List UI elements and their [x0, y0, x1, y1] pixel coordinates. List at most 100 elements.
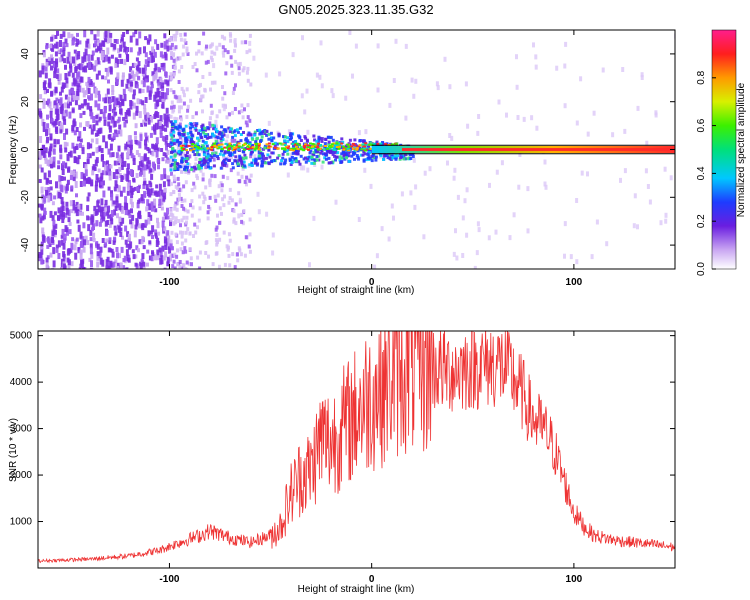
- noise-dot: [68, 152, 71, 156]
- band-dot: [317, 154, 321, 158]
- noise-dot: [74, 100, 78, 106]
- noise-dot: [98, 145, 102, 152]
- noise-dot: [144, 122, 147, 127]
- noise-dot: [64, 147, 68, 153]
- noise-dot: [61, 219, 65, 223]
- noise-dot: [132, 177, 136, 182]
- noise-dot: [90, 54, 94, 61]
- noise-dot: [49, 180, 52, 185]
- noise-dot: [77, 51, 81, 56]
- noise-dot: [74, 181, 78, 188]
- band-dot: [197, 147, 201, 150]
- noise-dot: [181, 263, 185, 268]
- noise-dot: [50, 36, 54, 42]
- noise-dot: [118, 253, 121, 259]
- noise-dot: [110, 218, 114, 225]
- noise-dot: [213, 51, 217, 56]
- noise-dot: [133, 230, 137, 238]
- noise-dot: [404, 115, 408, 121]
- band-dot: [379, 154, 383, 158]
- noise-dot: [633, 193, 637, 199]
- noise-dot: [114, 227, 118, 235]
- noise-dot: [166, 88, 169, 96]
- noise-dot: [75, 95, 79, 101]
- band-dot: [215, 129, 219, 133]
- noise-dot: [125, 243, 129, 248]
- band-dot: [398, 157, 402, 161]
- noise-dot: [55, 115, 59, 121]
- noise-dot: [180, 199, 184, 203]
- noise-dot: [213, 194, 217, 199]
- noise-dot: [516, 115, 520, 120]
- noise-dot: [249, 82, 253, 87]
- noise-dot: [107, 113, 111, 120]
- noise-dot: [77, 136, 81, 142]
- noise-dot: [129, 47, 133, 53]
- band-dot: [239, 139, 243, 143]
- y-tick-label: 20: [20, 96, 31, 108]
- band-dot: [212, 146, 216, 148]
- noise-dot: [287, 129, 291, 135]
- band-dot: [206, 126, 210, 130]
- band-dot: [283, 148, 287, 151]
- noise-scatter: [38, 30, 675, 269]
- band-dot: [258, 154, 262, 158]
- noise-dot: [122, 258, 126, 262]
- noise-dot: [94, 40, 98, 47]
- band-dot: [204, 133, 208, 136]
- noise-dot: [137, 61, 141, 66]
- noise-dot: [92, 232, 96, 240]
- noise-dot: [494, 229, 498, 235]
- noise-dot: [84, 90, 88, 96]
- noise-dot: [241, 221, 245, 226]
- noise-dot: [193, 222, 197, 227]
- noise-dot: [187, 169, 191, 174]
- noise-dot: [291, 52, 295, 58]
- band-dot: [214, 140, 218, 143]
- noise-dot: [190, 213, 194, 218]
- noise-dot: [45, 45, 49, 50]
- band-dot: [190, 140, 194, 144]
- band-dot: [270, 136, 274, 140]
- noise-dot: [245, 182, 248, 187]
- band-dot: [219, 139, 223, 142]
- band-dot: [180, 149, 184, 152]
- noise-dot: [94, 88, 98, 94]
- noise-dot: [75, 237, 79, 242]
- noise-dot: [185, 114, 189, 119]
- spectrogram-marks: [38, 30, 675, 269]
- noise-dot: [171, 264, 175, 269]
- band-dot: [204, 149, 208, 152]
- noise-dot: [113, 186, 117, 192]
- snr-frame: [37, 330, 676, 569]
- band-dot: [298, 148, 302, 151]
- noise-dot: [512, 212, 516, 218]
- noise-dot: [87, 81, 91, 88]
- noise-dot: [238, 61, 242, 66]
- noise-dot: [505, 112, 508, 118]
- noise-dot: [448, 84, 452, 90]
- band-dot: [338, 155, 342, 159]
- noise-dot: [118, 53, 122, 58]
- noise-dot: [96, 57, 100, 65]
- noise-dot: [248, 48, 252, 53]
- noise-dot: [44, 157, 48, 164]
- noise-dot: [170, 42, 174, 47]
- noise-dot: [137, 165, 141, 171]
- y-tick-label: 1000: [10, 517, 33, 528]
- noise-dot: [100, 218, 104, 223]
- band-dot: [358, 144, 362, 147]
- noise-dot: [388, 102, 392, 108]
- band-dot: [200, 127, 204, 131]
- band-dot: [212, 164, 216, 168]
- noise-dot: [244, 40, 248, 45]
- noise-dot: [116, 252, 119, 259]
- noise-dot: [69, 65, 73, 73]
- noise-dot: [182, 101, 186, 106]
- noise-dot: [116, 59, 120, 64]
- band-dot: [185, 140, 189, 144]
- band-dot: [254, 161, 257, 165]
- band-dot: [381, 141, 384, 145]
- band-dot: [280, 142, 284, 146]
